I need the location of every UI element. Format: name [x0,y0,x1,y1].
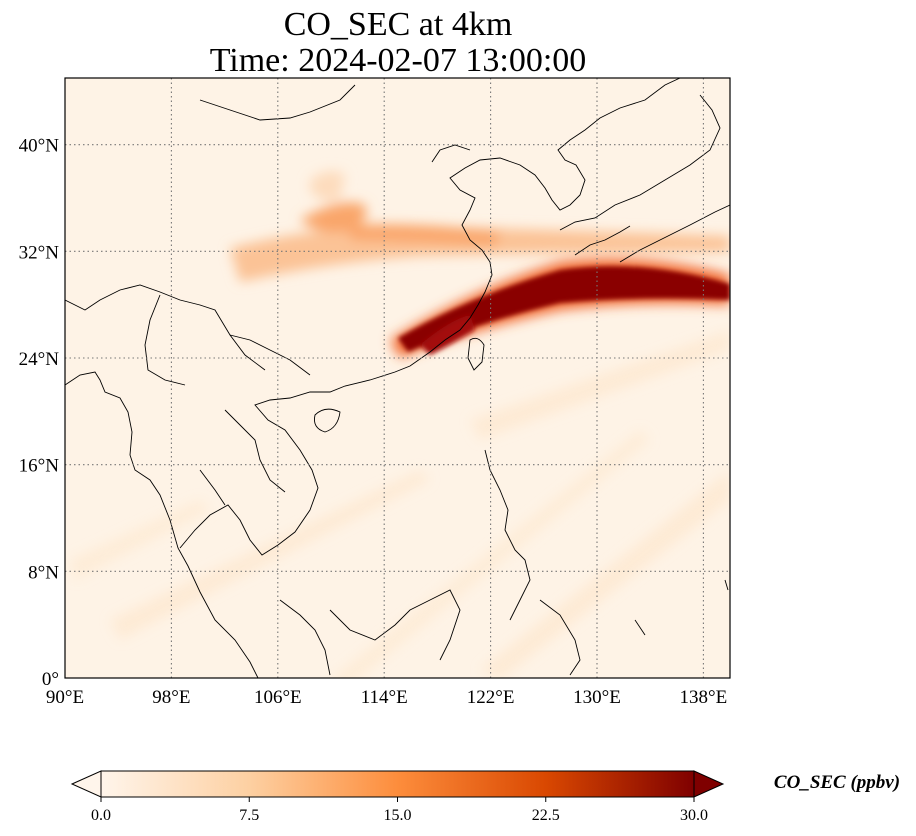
lat-tick-label: 24°N [19,349,60,370]
lat-tick-label: 32°N [19,242,60,263]
coastlines [65,78,730,678]
colorbar-gradient [101,771,694,797]
longitude-ticks: 90°E 98°E 106°E 114°E 122°E 130°E 138°E [46,687,727,708]
lon-tick-label: 138°E [680,687,728,708]
map-title-line2: Time: 2024-02-07 13:00:00 [209,42,587,79]
colorbar-ticks: 0.0 7.5 15.0 22.5 30.0 [91,797,708,824]
colorbar-tick-label: 0.0 [91,807,111,824]
colorbar-tick-label: 15.0 [384,807,412,824]
lat-tick-label: 8°N [28,562,59,583]
lat-tick-label: 40°N [19,136,60,157]
colorbar-title: CO_SEC (ppbv) [774,772,900,793]
lon-tick-label: 130°E [573,687,621,708]
lat-tick-label: 16°N [19,456,60,477]
colorbar-max-extension [693,770,725,798]
map-title-line1: CO_SEC at 4km [283,6,513,43]
main-plume-core [398,266,730,355]
lon-tick-label: 122°E [467,687,515,708]
lon-tick-label: 98°E [152,687,190,708]
colorbar: 0.0 7.5 15.0 22.5 30.0 CO_SEC (ppbv) [70,770,900,824]
gridlines [65,78,730,678]
lon-tick-label: 114°E [361,687,408,708]
colorbar-tick-label: 30.0 [680,807,708,824]
colorbar-tick-label: 22.5 [532,807,560,824]
map-frame [64,77,731,679]
concentration-field [65,78,730,678]
lon-tick-label: 90°E [46,687,84,708]
latitude-ticks: 0° 8°N 16°N 24°N 32°N 40°N [19,136,60,690]
colorbar-min-extension [70,770,102,798]
lat-tick-label: 0° [42,669,59,690]
colorbar-tick-label: 7.5 [239,807,259,824]
lon-tick-label: 106°E [254,687,302,708]
